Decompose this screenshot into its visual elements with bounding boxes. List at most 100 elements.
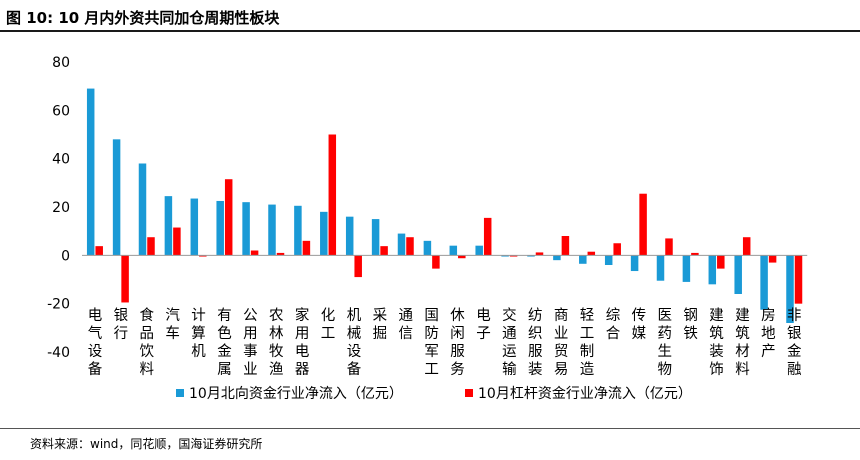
y-tick-label: 60: [52, 103, 70, 119]
margin-bar-18: [561, 236, 570, 256]
category-label-10: 机械设备: [347, 307, 362, 378]
category-label-20: 综合: [606, 307, 621, 342]
northbound-bar-25: [734, 255, 742, 294]
margin-bar-13: [432, 255, 440, 269]
margin-bar-22: [665, 238, 673, 256]
margin-bar-26: [768, 255, 777, 263]
northbound-bar-23: [682, 255, 691, 282]
margin-bar-0: [95, 246, 103, 256]
source-note: 资料来源：wind，同花顺，国海证券研究所: [30, 437, 263, 451]
y-tick-label: 40: [52, 152, 70, 168]
y-tick-label: 80: [52, 55, 70, 71]
category-label-8: 家用电器: [295, 307, 310, 378]
northbound-bar-19: [579, 255, 587, 264]
northbound-bar-12: [397, 233, 406, 256]
margin-bar-12: [406, 237, 414, 256]
northbound-bar-1: [112, 139, 121, 256]
margin-bar-6: [250, 250, 259, 256]
category-label-18: 商业贸易: [554, 307, 569, 378]
margin-bar-19: [587, 251, 596, 256]
margin-bar-15: [483, 217, 492, 256]
northbound-bar-21: [630, 255, 639, 272]
category-label-13: 国防军工: [424, 308, 439, 378]
margin-bar-5: [224, 179, 233, 256]
legend-swatch-margin: [465, 389, 473, 397]
category-label-27: 非银金融: [787, 307, 802, 378]
figure-title-bar: 图 10: 10 月内外资共同加仓周期性板块: [0, 0, 860, 32]
northbound-bar-5: [216, 200, 224, 256]
northbound-bar-14: [449, 245, 458, 256]
category-label-23: 钢铁: [683, 307, 698, 342]
category-label-21: 传媒: [632, 307, 647, 342]
legend-swatch-northbound: [176, 389, 184, 397]
margin-bar-8: [302, 240, 311, 256]
category-label-22: 医药生物: [658, 308, 673, 378]
category-label-7: 农林牧渔: [269, 307, 284, 378]
northbound-bar-20: [604, 255, 613, 265]
northbound-bar-2: [138, 163, 147, 256]
northbound-bar-18: [553, 255, 561, 261]
category-label-12: 通信: [399, 307, 414, 342]
margin-bar-27: [794, 255, 803, 304]
category-label-19: 轻工制造: [580, 307, 595, 378]
legend-label-margin: 10月杠杆资金行业净流入（亿元）: [478, 386, 692, 402]
category-label-11: 采掘: [373, 307, 388, 342]
category-label-14: 休闲服务: [450, 307, 465, 378]
margin-bar-25: [742, 237, 751, 256]
northbound-bar-0: [86, 88, 95, 256]
bar-series: [86, 88, 803, 323]
northbound-bar-16: [501, 255, 509, 257]
northbound-bar-26: [760, 255, 768, 310]
northbound-bar-22: [656, 255, 665, 281]
category-label-9: 化工: [321, 307, 336, 342]
y-tick-label: -20: [47, 297, 70, 313]
category-label-26: 房地产: [761, 307, 776, 360]
source-divider: [0, 428, 860, 429]
y-tick-label: 20: [52, 200, 70, 216]
category-label-4: 计算机: [191, 307, 206, 360]
margin-bar-9: [328, 134, 337, 256]
northbound-bar-3: [164, 196, 173, 256]
category-label-3: 汽车: [165, 307, 180, 342]
category-label-15: 电子: [476, 307, 491, 342]
category-label-5: 有色金属: [217, 307, 232, 378]
margin-bar-4: [199, 255, 207, 257]
category-label-25: 建筑材料: [735, 307, 750, 378]
category-label-6: 公用事业: [243, 308, 258, 378]
y-tick-label: 0: [61, 248, 70, 264]
category-label-0: 电气设备: [88, 307, 103, 378]
northbound-bar-27: [786, 255, 794, 323]
category-label-16: 交通运输: [502, 306, 517, 378]
margin-bar-16: [509, 255, 518, 257]
northbound-bar-4: [190, 198, 199, 256]
margin-bar-3: [173, 227, 181, 256]
northbound-bar-13: [423, 240, 432, 256]
northbound-bar-6: [242, 202, 250, 256]
margin-bar-7: [276, 252, 285, 256]
northbound-bar-7: [268, 204, 276, 256]
category-label-2: 食品饮料: [140, 307, 155, 378]
category-label-17: 纺织服装: [528, 307, 543, 378]
northbound-bar-8: [294, 205, 302, 256]
northbound-bar-11: [371, 219, 380, 256]
margin-bar-14: [458, 255, 466, 259]
y-axis-ticks: 80 60 40 20 0 -20 -40: [47, 55, 70, 361]
northbound-bar-9: [320, 211, 328, 256]
northbound-bar-10: [345, 216, 354, 256]
margin-bar-20: [613, 243, 621, 256]
legend-label-northbound: 10月北向资金行业净流入（亿元）: [189, 386, 403, 402]
margin-bar-2: [147, 237, 155, 256]
margin-bar-21: [639, 193, 647, 256]
margin-bar-24: [717, 255, 725, 269]
northbound-bar-17: [527, 255, 535, 257]
y-tick-label: -40: [47, 345, 70, 361]
margin-bar-11: [380, 246, 388, 256]
category-label-24: 建筑装饰: [709, 307, 724, 378]
category-labels: 电气设备银行食品饮料汽车计算机有色金属公用事业农林牧渔家用电器化工机械设备采掘通…: [88, 306, 802, 378]
margin-bar-23: [691, 252, 699, 256]
northbound-bar-15: [475, 245, 483, 256]
title-divider: [0, 30, 860, 32]
northbound-bar-24: [708, 255, 717, 285]
category-label-1: 银行: [114, 307, 129, 342]
margin-bar-1: [121, 255, 129, 303]
